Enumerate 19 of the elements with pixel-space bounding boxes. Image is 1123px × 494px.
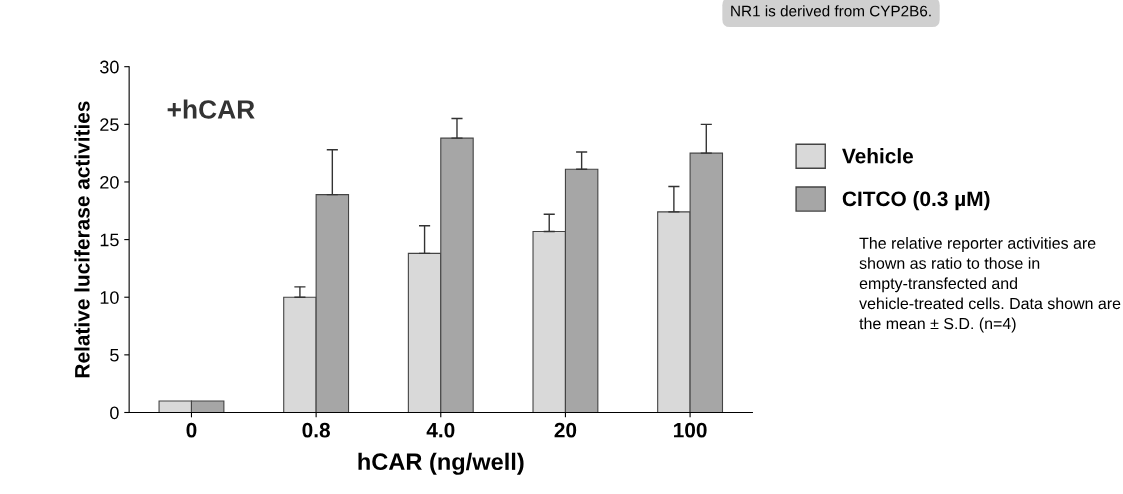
y-tick-label: 0	[110, 406, 119, 420]
y-tick-label: 30	[100, 60, 119, 74]
x-tick-label: 4.0	[426, 422, 455, 438]
y-tick-label: 15	[100, 233, 119, 247]
text: NR1 is derived from CYP2B6.	[731, 5, 931, 17]
x-axis-title: hCAR (ng/well)	[358, 452, 524, 475]
x-tick-label: 100	[674, 422, 707, 438]
text: The relative reporter activities are shown as ratio to those in empty-transfected and vehicle-treated cells. Data shown are the mean ± S.D. (n=4)	[859, 237, 1121, 333]
legend-label: Vehicle	[842, 148, 914, 164]
y-tick-label: 20	[100, 175, 119, 189]
x-tick-label: 20	[554, 422, 577, 438]
y-tick-label: 10	[100, 291, 119, 304]
x-tick-label: 0.8	[302, 422, 330, 438]
y-axis-title: Relative luciferase activities	[74, 101, 90, 378]
annotation: +hCAR	[167, 99, 255, 119]
legend-label: CITCO (0.3 µM)	[842, 190, 990, 211]
x-tick-label: 0	[186, 422, 197, 438]
y-tick-label: 25	[100, 118, 119, 132]
y-tick-label: 5	[110, 348, 119, 362]
